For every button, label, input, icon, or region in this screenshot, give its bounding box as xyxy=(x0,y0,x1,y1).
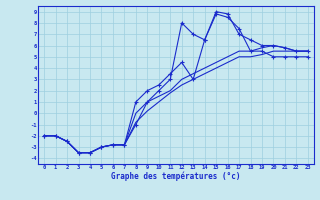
X-axis label: Graphe des températures (°c): Graphe des températures (°c) xyxy=(111,172,241,181)
